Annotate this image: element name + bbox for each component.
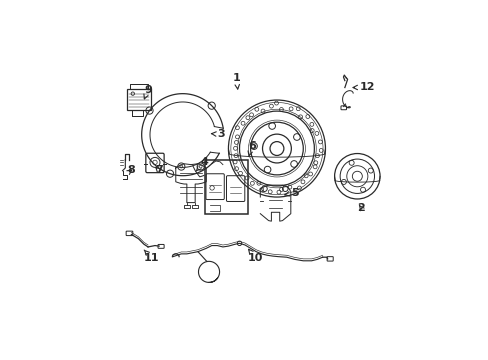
Bar — [204, 159, 247, 214]
Text: 7: 7 — [155, 166, 163, 175]
Text: 1: 1 — [232, 73, 240, 89]
Text: 10: 10 — [247, 249, 263, 263]
Text: 6: 6 — [247, 141, 255, 157]
Text: 4: 4 — [196, 157, 208, 171]
Text: 11: 11 — [143, 250, 159, 263]
Text: 2: 2 — [357, 203, 365, 213]
Text: 9: 9 — [143, 85, 151, 99]
Text: 3: 3 — [211, 130, 224, 139]
Text: 12: 12 — [352, 82, 375, 92]
Text: 5: 5 — [285, 188, 298, 198]
Text: 8: 8 — [126, 166, 135, 175]
Bar — [127, 89, 150, 110]
